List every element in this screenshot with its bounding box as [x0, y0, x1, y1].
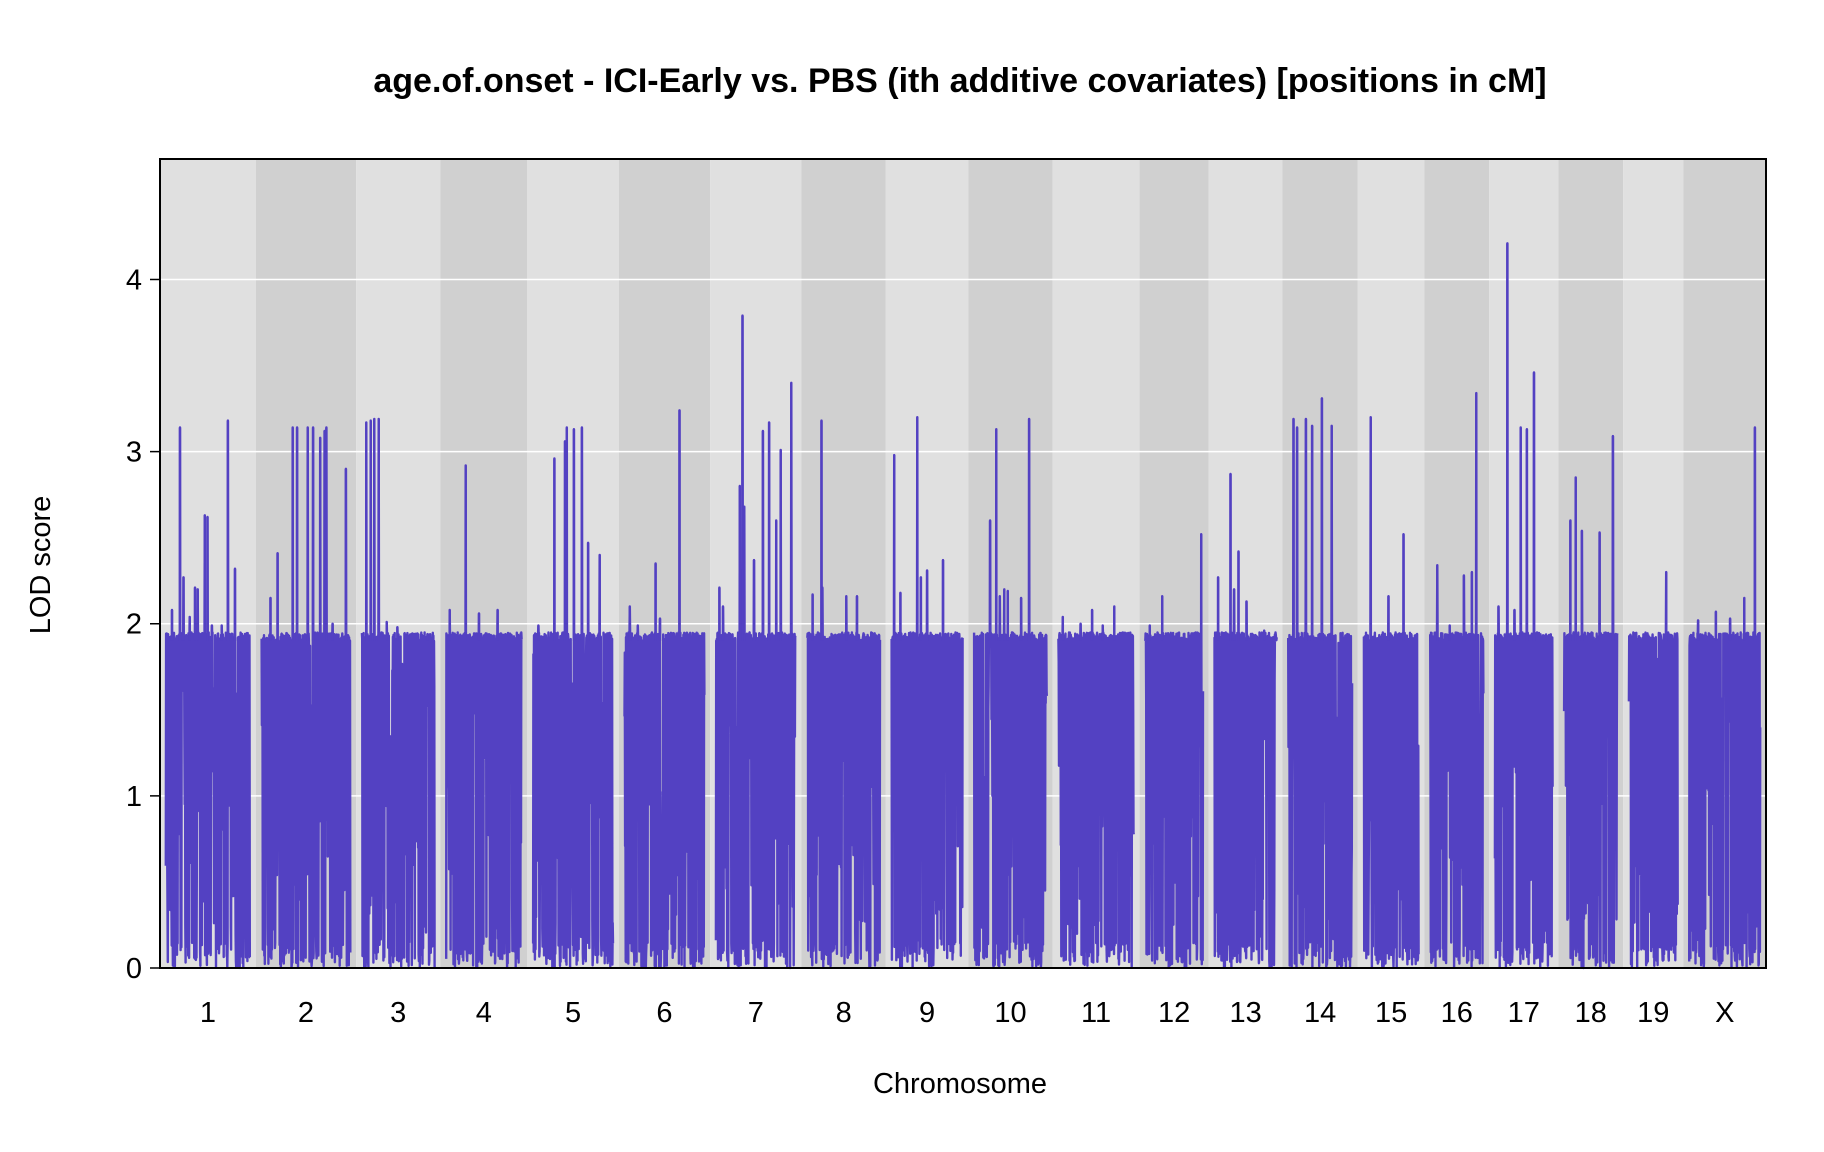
x-tick-label-chr-6: 6 — [656, 997, 672, 1029]
x-tick-label-chr-9: 9 — [919, 997, 935, 1029]
x-tick-label-chr-13: 13 — [1229, 997, 1261, 1029]
y-tick-label-4: 4 — [126, 264, 142, 296]
lod-trace-chr-X — [1688, 426, 1762, 970]
x-tick-label-chr-2: 2 — [298, 997, 314, 1029]
x-tick-label-chr-7: 7 — [748, 997, 764, 1029]
x-axis-ticks: 1 2 3 4 5 6 7 8 9 10 11 12 13 14 15 16 17 18 19 X — [200, 997, 1735, 1029]
x-tick-label-chr-14: 14 — [1304, 997, 1336, 1029]
x-tick-label-chr-17: 17 — [1508, 997, 1540, 1029]
y-tick-label-1: 1 — [126, 781, 142, 813]
x-tick-label-chr-1: 1 — [200, 997, 216, 1029]
lod-trace-chr-15 — [1362, 416, 1420, 969]
y-tick-label-3: 3 — [126, 437, 142, 469]
x-tick-label-chr-8: 8 — [836, 997, 852, 1029]
plot-frame — [159, 158, 1767, 969]
x-tick-label-chr-4: 4 — [476, 997, 492, 1029]
chart-title: age.of.onset - ICI-Early vs. PBS (ith ad… — [373, 62, 1546, 100]
lod-trace-chr-16 — [1429, 391, 1485, 969]
lod-trace-chr-10 — [972, 417, 1048, 969]
lod-trace-chr-12 — [1144, 533, 1205, 969]
lod-trace-chr-2 — [260, 426, 352, 969]
lod-trace-chr-14 — [1287, 397, 1354, 969]
lod-trace-chr-7 — [714, 314, 797, 970]
x-tick-label-chr-18: 18 — [1575, 997, 1607, 1029]
lod-trace-chr-8 — [806, 419, 882, 968]
x-axis-label: Chromosome — [873, 1068, 1047, 1100]
lod-trace-chr-17 — [1493, 242, 1554, 969]
y-tick-label-2: 2 — [126, 609, 142, 641]
x-tick-label-chr-16: 16 — [1441, 997, 1473, 1029]
y-tick-label-0: 0 — [126, 953, 142, 985]
x-tick-label-chr-5: 5 — [565, 997, 581, 1029]
x-tick-label-chr-12: 12 — [1158, 997, 1190, 1029]
x-tick-label-chr-15: 15 — [1375, 997, 1407, 1029]
y-axis-ticks: 0 1 2 3 4 — [126, 264, 160, 985]
x-tick-label-chr-X: X — [1715, 997, 1734, 1029]
lod-trace-chr-11 — [1057, 605, 1135, 968]
lod-trace-chr-18 — [1562, 434, 1619, 970]
lod-trace-chr-4 — [445, 464, 523, 969]
lod-trace-group — [164, 242, 1762, 970]
x-tick-label-chr-19: 19 — [1637, 997, 1669, 1029]
y-axis-label: LOD score — [25, 496, 57, 635]
x-tick-label-chr-3: 3 — [390, 997, 406, 1029]
lod-trace-chr-19 — [1627, 570, 1679, 968]
x-tick-label-chr-10: 10 — [994, 997, 1026, 1029]
x-tick-label-chr-11: 11 — [1081, 997, 1111, 1029]
